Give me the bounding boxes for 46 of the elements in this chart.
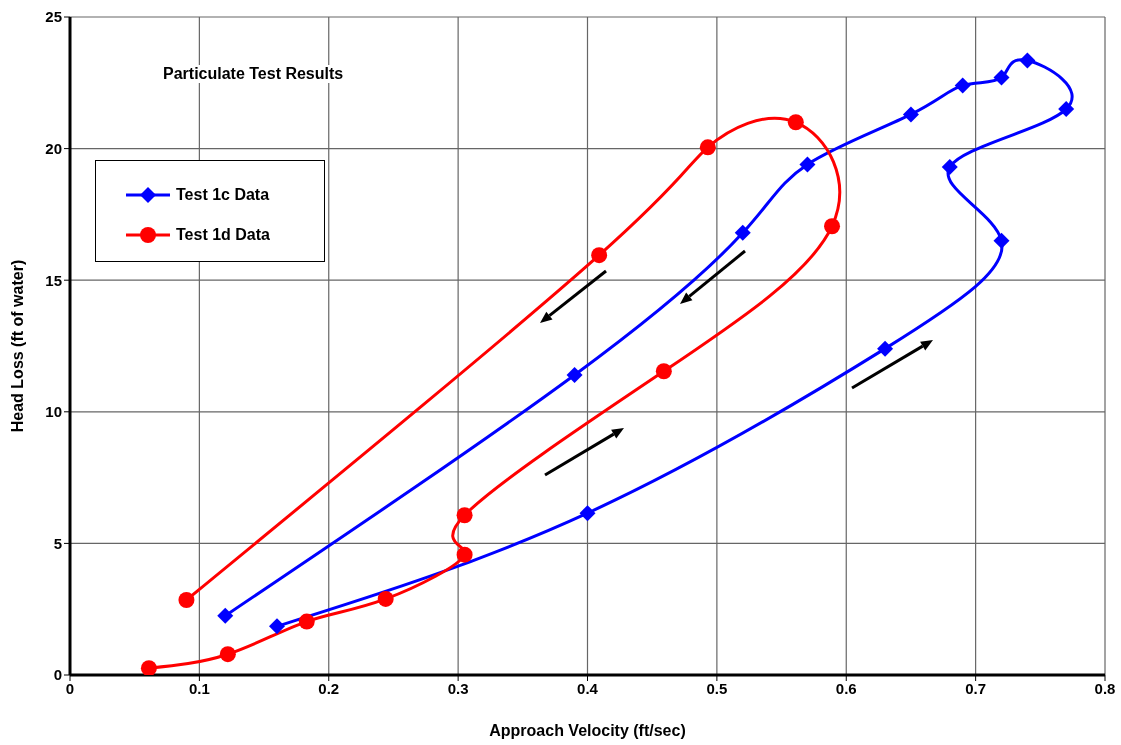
point bbox=[699, 139, 716, 156]
point bbox=[219, 646, 236, 663]
text: Particulate Test Results bbox=[160, 65, 347, 83]
y-tick-label: 0 bbox=[53, 666, 62, 684]
x-tick-label: 0.6 bbox=[835, 679, 857, 697]
x-tick-label: 0.4 bbox=[577, 679, 599, 697]
point bbox=[993, 232, 1010, 249]
y-tick-label: 15 bbox=[45, 271, 62, 289]
y-tick-label: 25 bbox=[45, 8, 62, 26]
point bbox=[1019, 52, 1036, 69]
point bbox=[566, 366, 583, 383]
y-axis-title: Head Loss (ft of water) bbox=[8, 258, 27, 435]
point bbox=[298, 613, 315, 630]
y-tick-label: 20 bbox=[45, 139, 62, 157]
point bbox=[941, 159, 958, 176]
point bbox=[877, 340, 894, 357]
point bbox=[178, 591, 195, 608]
point bbox=[269, 618, 285, 635]
point bbox=[140, 660, 157, 675]
point bbox=[456, 546, 473, 563]
x-axis-title: Approach Velocity (ft/sec) bbox=[488, 722, 687, 740]
point bbox=[993, 69, 1010, 86]
point bbox=[217, 607, 234, 624]
x-tick-label: 0 bbox=[65, 679, 75, 697]
point bbox=[579, 505, 596, 522]
point bbox=[824, 218, 841, 235]
x-tick-label: 0.8 bbox=[1094, 679, 1116, 697]
point bbox=[799, 156, 816, 173]
point bbox=[1058, 101, 1075, 118]
x-tick-label: 0.1 bbox=[188, 679, 210, 697]
point bbox=[734, 224, 751, 241]
x-tick-label: 0.2 bbox=[318, 679, 340, 697]
point bbox=[655, 363, 672, 380]
y-tick-label: 5 bbox=[53, 534, 62, 552]
y-tick-label: 10 bbox=[45, 403, 62, 421]
point bbox=[456, 507, 473, 524]
legend-label: Test 1d Data bbox=[176, 226, 270, 244]
x-tick-label: 0.5 bbox=[706, 679, 728, 697]
legend-label: Test 1c Data bbox=[176, 186, 270, 204]
point bbox=[902, 106, 919, 123]
x-tick-label: 0.7 bbox=[965, 679, 987, 697]
point bbox=[591, 247, 608, 264]
point bbox=[787, 114, 804, 131]
point bbox=[377, 590, 394, 607]
x-tick-label: 0.3 bbox=[447, 679, 469, 697]
point bbox=[954, 77, 971, 94]
